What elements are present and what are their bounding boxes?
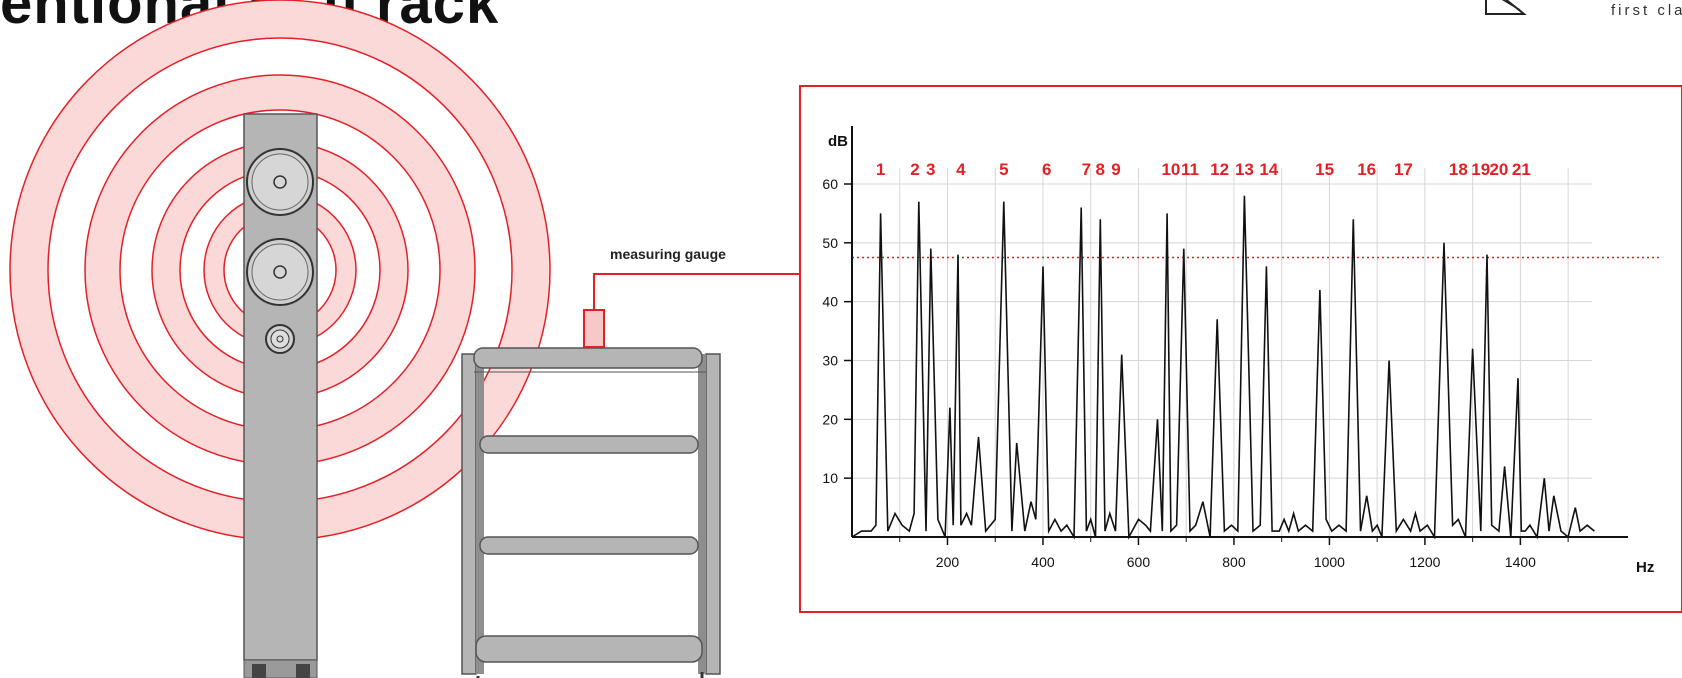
peak-label-6: 6 <box>1042 160 1051 179</box>
measuring-gauge-label: measuring gauge <box>610 246 726 262</box>
measuring-gauge-icon <box>583 273 800 348</box>
peak-label-17: 17 <box>1394 160 1413 179</box>
peak-label-16: 16 <box>1357 160 1376 179</box>
peak-label-21: 21 <box>1512 160 1531 179</box>
peak-label-12: 12 <box>1210 160 1229 179</box>
peak-label-4: 4 <box>956 160 966 179</box>
chart-axes <box>844 126 1628 545</box>
hifi-rack-icon <box>461 347 721 678</box>
y-tick-label: 30 <box>822 353 838 369</box>
brand-logo-icon <box>1485 0 1527 15</box>
peak-label-7: 7 <box>1082 160 1091 179</box>
peak-label-8: 8 <box>1096 160 1105 179</box>
y-tick-label: 60 <box>822 176 838 192</box>
x-tick-label: 1200 <box>1409 554 1440 570</box>
chart-tick-labels: 10 20 30 40 50 60 200 400 600 800 1000 1200 1400 <box>822 176 1536 570</box>
brand-tagline: first class <box>1611 2 1682 19</box>
spectrum-series-line <box>851 195 1595 540</box>
peak-label-3: 3 <box>926 160 935 179</box>
peak-label-1: 1 <box>876 160 885 179</box>
peak-label-11: 11 <box>1181 160 1199 179</box>
x-tick-label: 400 <box>1031 554 1055 570</box>
y-axis-label: dB <box>828 133 848 150</box>
peak-label-18: 18 <box>1449 160 1468 179</box>
peak-label-14: 14 <box>1259 160 1278 179</box>
x-tick-label: 1000 <box>1314 554 1345 570</box>
peak-label-13: 13 <box>1235 160 1254 179</box>
x-tick-label: 600 <box>1127 554 1151 570</box>
y-tick-label: 10 <box>822 470 838 486</box>
peak-label-15: 15 <box>1315 160 1334 179</box>
peak-label-5: 5 <box>999 160 1008 179</box>
x-axis-label: Hz <box>1636 559 1654 576</box>
y-tick-label: 20 <box>822 411 838 427</box>
chart-gridlines <box>852 168 1592 537</box>
loudspeaker-icon <box>243 113 318 678</box>
y-tick-label: 40 <box>822 294 838 310</box>
y-tick-label: 50 <box>822 235 838 251</box>
x-tick-label: 200 <box>936 554 960 570</box>
chart-peak-labels: 1 2 3 4 5 6 7 8 9 10 11 12 13 14 15 16 17 18 19 20 21 <box>876 160 1531 179</box>
peak-label-19: 19 <box>1471 160 1490 179</box>
peak-label-20: 20 <box>1489 160 1508 179</box>
peak-label-9: 9 <box>1111 160 1120 179</box>
peak-label-10: 10 <box>1161 160 1180 179</box>
x-tick-label: 1400 <box>1505 554 1536 570</box>
peak-label-2: 2 <box>910 160 919 179</box>
x-tick-label: 800 <box>1222 554 1246 570</box>
